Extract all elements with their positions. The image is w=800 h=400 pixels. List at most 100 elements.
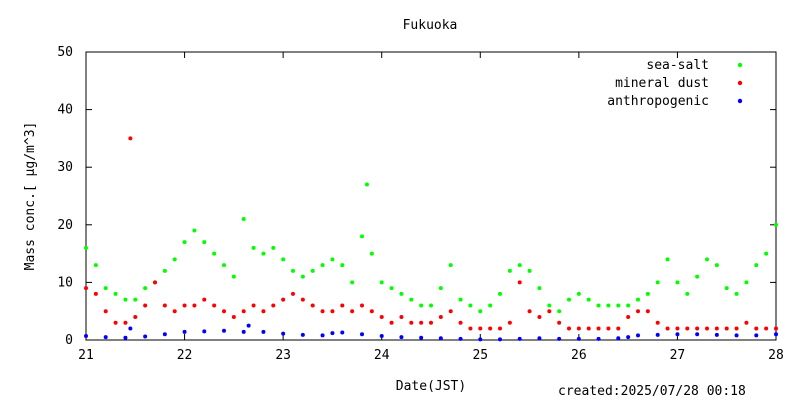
data-point — [498, 337, 502, 342]
data-point — [212, 303, 217, 308]
data-point — [399, 314, 404, 319]
data-point — [320, 263, 325, 268]
legend-marker-mineral-dust — [737, 80, 743, 86]
x-tick-label: 21 — [78, 348, 94, 363]
data-point — [705, 257, 709, 262]
data-point — [576, 336, 581, 341]
x-tick-label: 27 — [670, 348, 686, 363]
series-sea-salt — [84, 182, 778, 314]
data-point — [685, 291, 690, 296]
data-point — [626, 303, 631, 308]
data-point — [261, 329, 266, 334]
data-point — [192, 303, 197, 308]
data-point — [320, 333, 325, 338]
y-tick-label: 50 — [57, 45, 73, 60]
data-point — [251, 303, 256, 308]
data-point — [557, 320, 562, 325]
data-point — [498, 291, 502, 296]
data-point — [212, 251, 217, 256]
x-tick-label: 23 — [275, 348, 291, 363]
data-point — [350, 309, 355, 314]
data-point — [123, 320, 128, 325]
data-point — [695, 332, 700, 337]
data-point — [340, 303, 345, 308]
data-point — [695, 274, 700, 279]
data-point — [547, 309, 552, 314]
y-tick-label: 20 — [57, 218, 73, 233]
data-point — [419, 335, 424, 340]
data-point — [241, 217, 246, 222]
data-point — [123, 297, 128, 302]
legend-label-anthropogenic: anthropogenic — [607, 94, 709, 109]
data-point — [448, 263, 453, 268]
data-point — [364, 182, 369, 187]
data-point — [527, 268, 532, 273]
data-point — [222, 328, 226, 333]
data-point — [478, 309, 483, 314]
data-point — [527, 309, 532, 314]
data-point — [84, 245, 88, 250]
data-point — [281, 297, 286, 302]
data-point — [84, 333, 88, 338]
data-point — [724, 286, 729, 291]
data-point — [192, 228, 197, 233]
data-point — [468, 326, 473, 331]
data-point — [350, 280, 355, 285]
data-point — [606, 303, 611, 308]
data-point — [291, 291, 295, 296]
data-point — [616, 303, 621, 308]
data-point — [774, 326, 778, 331]
data-point — [714, 332, 719, 337]
data-point — [113, 320, 118, 325]
data-point — [517, 336, 522, 341]
data-point — [754, 326, 759, 331]
data-point — [162, 332, 167, 337]
data-point — [261, 251, 266, 256]
data-point — [153, 280, 157, 285]
data-point — [478, 326, 483, 331]
data-point — [340, 263, 345, 268]
data-point — [517, 280, 522, 285]
data-point — [143, 334, 148, 339]
data-point — [764, 326, 769, 331]
data-point — [478, 337, 483, 342]
data-point — [241, 329, 246, 334]
data-point — [360, 234, 364, 239]
data-point — [222, 309, 226, 314]
data-point — [103, 286, 108, 291]
x-tick-label: 22 — [177, 348, 193, 363]
data-point — [448, 309, 453, 314]
data-point — [133, 314, 138, 319]
plot-area — [85, 51, 777, 341]
legend: sea-salt mineral dust anthropogenic — [607, 58, 743, 109]
data-point — [744, 320, 749, 325]
data-point — [271, 245, 276, 250]
series-anthropogenic — [84, 323, 778, 342]
data-point — [389, 286, 394, 291]
x-tick-label: 24 — [374, 348, 390, 363]
data-point — [714, 326, 719, 331]
data-point — [182, 303, 187, 308]
data-point — [182, 240, 187, 245]
data-point — [734, 326, 739, 331]
data-point — [458, 336, 463, 341]
data-point — [596, 326, 601, 331]
data-point — [133, 297, 138, 302]
data-point — [93, 291, 98, 296]
data-point — [202, 240, 207, 245]
data-point — [438, 336, 443, 341]
data-point — [507, 320, 512, 325]
x-axis-label: Date(JST) — [396, 379, 466, 394]
data-point — [438, 286, 443, 291]
data-point — [379, 314, 384, 319]
data-point — [636, 333, 640, 338]
data-point — [320, 309, 325, 314]
data-point — [458, 297, 463, 302]
data-point — [557, 309, 562, 314]
data-point — [291, 268, 295, 273]
data-point — [202, 329, 207, 334]
data-point — [143, 286, 148, 291]
data-point — [774, 222, 778, 227]
data-point — [537, 286, 542, 291]
data-point — [567, 297, 571, 302]
